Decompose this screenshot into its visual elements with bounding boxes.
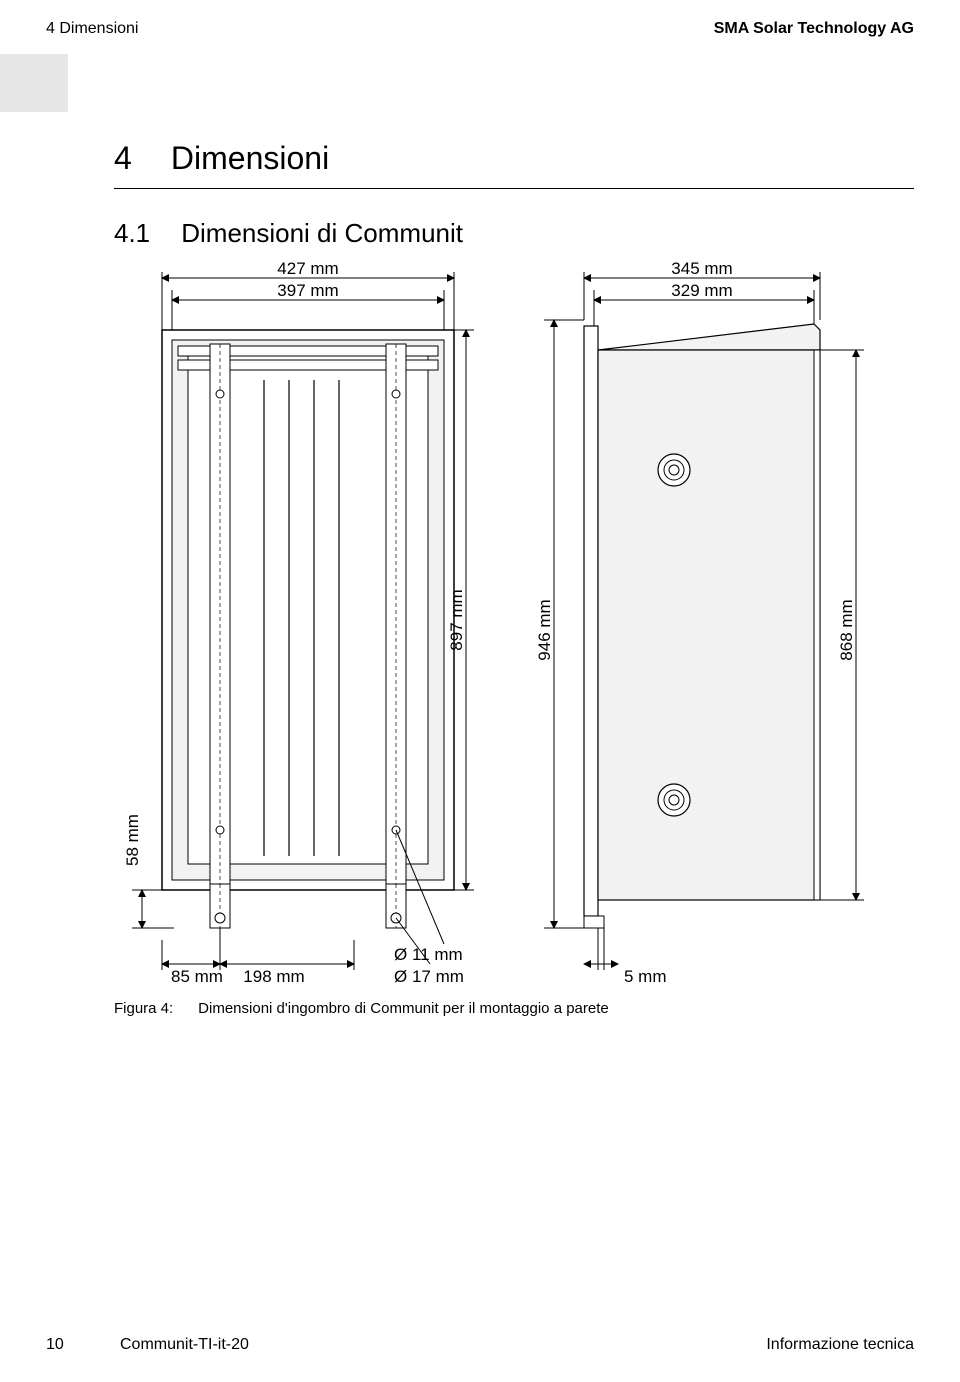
dim-outer-width: 427 mm bbox=[277, 260, 338, 278]
dim-946: 946 mm bbox=[535, 599, 554, 660]
header-left: 4 Dimensioni bbox=[46, 20, 138, 38]
section-name: Dimensioni bbox=[171, 140, 329, 176]
dim-height-897: 897 mm bbox=[447, 589, 466, 650]
dim-diam-17: Ø 17 mm bbox=[394, 967, 464, 986]
footer-page-number: 10 bbox=[46, 1336, 64, 1354]
dim-868: 868 mm bbox=[837, 599, 856, 660]
section-rule bbox=[114, 188, 914, 189]
dim-58: 58 mm bbox=[123, 814, 142, 866]
figure-caption: Figura 4: Dimensioni d'ingombro di Commu… bbox=[114, 1000, 609, 1017]
page-accent bbox=[0, 54, 68, 112]
side-view: 345 mm 329 mm bbox=[535, 260, 864, 986]
subsection-number: 4.1 bbox=[114, 218, 174, 249]
footer-doc-id: Communit-TI-it-20 bbox=[120, 1336, 249, 1354]
technical-diagram: 427 mm 397 mm bbox=[114, 260, 894, 990]
figure-text: Dimensioni d'ingombro di Communit per il… bbox=[198, 1000, 609, 1017]
dim-side-outer: 345 mm bbox=[671, 260, 732, 278]
footer-right: Informazione tecnica bbox=[766, 1336, 914, 1354]
dim-side-inner: 329 mm bbox=[671, 281, 732, 300]
header-right: SMA Solar Technology AG bbox=[714, 20, 914, 38]
section-number: 4 bbox=[114, 140, 162, 177]
dim-198: 198 mm bbox=[243, 967, 304, 986]
front-view: 427 mm 397 mm bbox=[123, 260, 474, 986]
subsection-name: Dimensioni di Communit bbox=[181, 218, 463, 248]
dim-inner-width: 397 mm bbox=[277, 281, 338, 300]
section-title: 4 Dimensioni bbox=[114, 140, 329, 177]
figure-label: Figura 4: bbox=[114, 1000, 194, 1017]
subsection-title: 4.1 Dimensioni di Communit bbox=[114, 218, 463, 249]
dim-85: 85 mm bbox=[171, 967, 223, 986]
dim-5: 5 mm bbox=[624, 967, 667, 986]
